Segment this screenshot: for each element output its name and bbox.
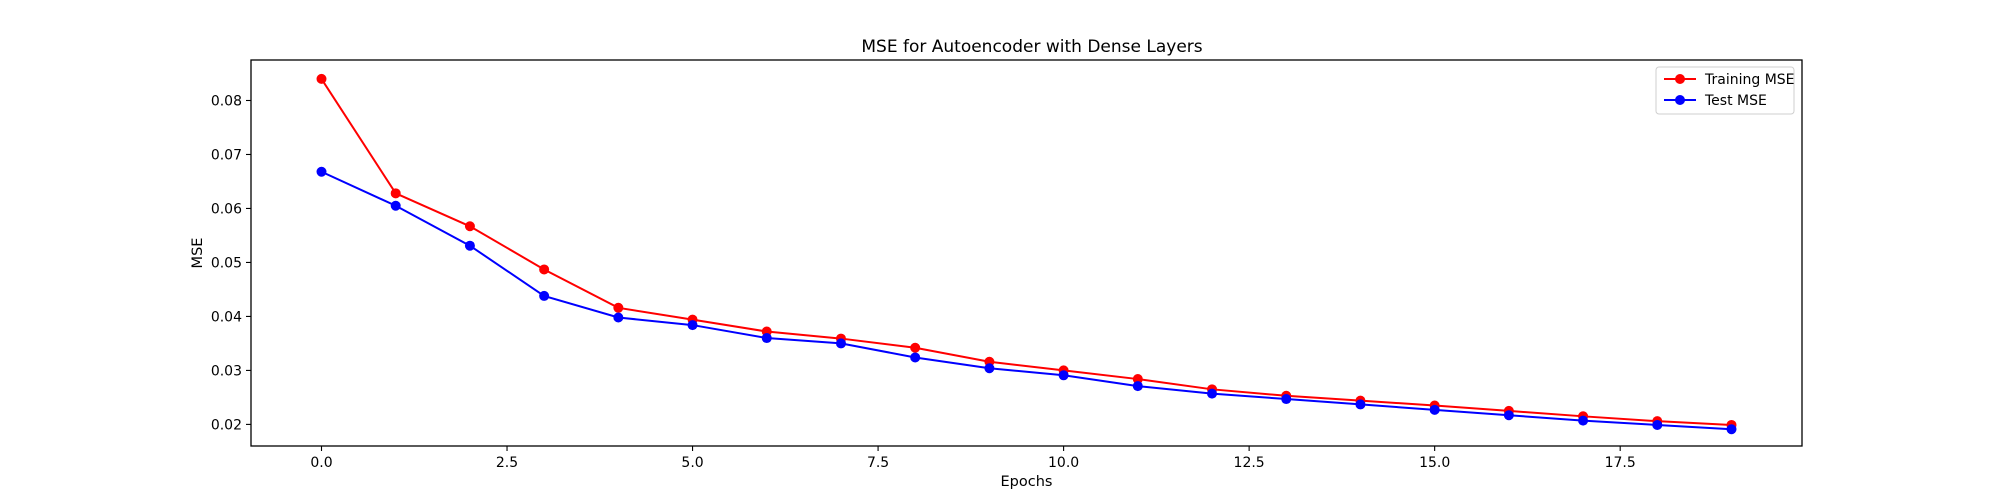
x-tick-label: 17.5 [1605,455,1636,471]
test-mse-point [1355,399,1366,410]
x-axis: 0.0 2.5 5.0 7.5 10.0 12.5 15.0 17.5 [310,446,1636,471]
series-layer [316,73,1737,435]
y-axis: 0.02 0.03 0.04 0.05 0.06 0.07 0.08 [211,93,251,433]
x-axis-title: Epochs [1001,474,1053,490]
test-mse-point [984,363,995,374]
training-mse-point [910,342,921,353]
y-tick-label: 0.05 [211,255,242,271]
legend-test-mse-swatch-marker [1675,95,1685,105]
x-tick-label: 5.0 [681,455,703,471]
test-mse-point [1652,419,1663,430]
legend-test-mse-label: Test MSE [1704,93,1767,109]
x-tick-label: 2.5 [496,455,518,471]
test-mse-point [1058,370,1069,381]
test-mse-point [1281,394,1292,405]
y-tick-label: 0.06 [211,201,242,217]
plot-area-frame [250,59,1803,447]
test-mse-point [761,333,772,344]
x-tick-label: 0.0 [310,455,332,471]
y-tick-label: 0.07 [211,147,242,163]
test-mse-point [910,352,921,363]
test-mse-line [321,170,1732,431]
test-mse-point [1578,415,1589,426]
legend: Training MSE Test MSE [1655,66,1795,115]
x-tick-label: 7.5 [867,455,889,471]
training-mse-point [464,221,475,232]
test-mse-point [1429,404,1440,415]
x-tick-label: 12.5 [1234,455,1265,471]
x-tick-label: 15.0 [1419,455,1450,471]
test-mse-point [835,338,846,349]
training-mse-point [390,188,401,199]
test-mse-point [687,320,698,331]
x-tick-label: 10.0 [1048,455,1079,471]
y-tick-label: 0.04 [211,309,242,325]
y-tick-label: 0.03 [211,363,242,379]
test-mse-point [464,240,475,251]
test-mse-point [316,166,327,177]
test-mse-point [1503,410,1514,421]
test-mse-point [1132,381,1143,392]
training-mse-point [316,73,327,84]
y-tick-label: 0.02 [211,417,242,433]
test-mse-point [613,312,624,323]
test-mse-point [1207,388,1218,399]
y-tick-label: 0.08 [211,93,242,109]
y-axis-title: MSE [190,238,206,269]
test-mse-point [1726,424,1737,435]
training-mse-point [1132,374,1143,385]
training-mse-point [539,264,550,275]
training-mse-line [320,78,1732,426]
legend-training-mse-label: Training MSE [1704,72,1795,88]
test-mse-point [390,200,401,211]
training-mse-point [613,302,624,313]
legend-training-mse-swatch-marker [1675,74,1685,84]
test-mse-point [539,290,550,301]
chart-title: MSE for Autoencoder with Dense Layers [861,37,1202,57]
